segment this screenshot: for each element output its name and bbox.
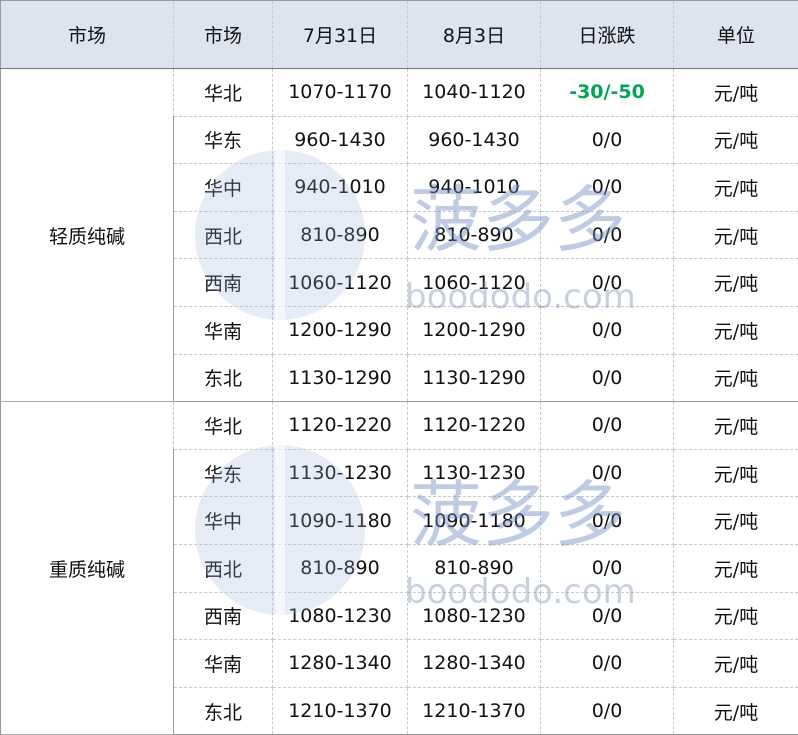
table-cell: 810-890	[272, 544, 408, 593]
header-cell: 单位	[673, 0, 798, 69]
table-cell: 元/吨	[673, 401, 798, 450]
table-cell: 元/吨	[673, 449, 798, 498]
table-cell: 0/0	[540, 116, 674, 165]
table-cell: 元/吨	[673, 258, 798, 307]
table-cell: 1060-1120	[407, 258, 541, 307]
table-cell: 1280-1340	[407, 639, 541, 688]
header-cell: 日涨跌	[540, 0, 674, 69]
table-cell: 华北	[173, 68, 273, 117]
table-row: 华东 1130-1230 1130-1230 0/0 元/吨	[1, 449, 798, 498]
table-cell: 0/0	[540, 496, 674, 545]
table-cell: 960-1430	[407, 116, 541, 165]
table-cell: 华北	[173, 401, 273, 450]
table-cell: 元/吨	[673, 306, 798, 355]
table-cell: 东北	[173, 687, 273, 735]
table-row: 华中 1090-1180 1090-1180 0/0 元/吨	[1, 496, 798, 545]
table-row: 西南 1060-1120 1060-1120 0/0 元/吨	[1, 258, 798, 307]
group-cell: 重质纯碱	[0, 401, 174, 735]
table-cell: 0/0	[540, 687, 674, 735]
table-cell: 0/0	[540, 354, 674, 403]
table-cell: 0/0	[540, 639, 674, 688]
table-row: 轻质纯碱 华北 1070-1170 1040-1120 -30/-50 元/吨	[0, 68, 798, 403]
table-cell: 810-890	[407, 211, 541, 260]
table-cell: 元/吨	[673, 687, 798, 735]
table-row: 西南 1080-1230 1080-1230 0/0 元/吨	[1, 592, 798, 641]
header-cell: 8月3日	[407, 0, 541, 69]
table-cell: 1120-1220	[407, 401, 541, 450]
table-cell: 1200-1290	[272, 306, 408, 355]
table-cell: 华中	[173, 163, 273, 212]
table-cell: 华东	[173, 116, 273, 165]
table-row: 华南 1200-1290 1200-1290 0/0 元/吨	[1, 306, 798, 355]
table-cell: 华中	[173, 496, 273, 545]
table-row: 西北 810-890 810-890 0/0 元/吨	[1, 211, 798, 260]
table-cell: 0/0	[540, 163, 674, 212]
table-cell: 元/吨	[673, 68, 798, 117]
table-cell: 1280-1340	[272, 639, 408, 688]
table-cell: 1130-1230	[407, 449, 541, 498]
table-cell: 西北	[173, 211, 273, 260]
table-cell: 东北	[173, 354, 273, 403]
table-cell: 华南	[173, 639, 273, 688]
table-cell: 1060-1120	[272, 258, 408, 307]
table-row: 华中 940-1010 940-1010 0/0 元/吨	[1, 163, 798, 212]
table-cell: 1120-1220	[272, 401, 408, 450]
table-cell: 1130-1230	[272, 449, 408, 498]
header-row: 市场 市场 7月31日 8月3日 日涨跌 单位	[0, 0, 798, 69]
table-cell: 1090-1180	[272, 496, 408, 545]
table-cell: 华东	[173, 449, 273, 498]
table-row: 西北 810-890 810-890 0/0 元/吨	[1, 544, 798, 593]
table-cell: -30/-50	[540, 68, 674, 117]
table-cell: 1080-1230	[272, 592, 408, 641]
header-cell: 市场	[173, 0, 273, 69]
table-row: 东北 1210-1370 1210-1370 0/0 元/吨	[1, 687, 798, 735]
table-cell: 1080-1230	[407, 592, 541, 641]
table-cell: 元/吨	[673, 496, 798, 545]
table-row: 华东 960-1430 960-1430 0/0 元/吨	[1, 116, 798, 165]
table-cell: 0/0	[540, 592, 674, 641]
table-row: 华南 1280-1340 1280-1340 0/0 元/吨	[1, 639, 798, 688]
table-cell: 元/吨	[673, 211, 798, 260]
table-body: 轻质纯碱 华北 1070-1170 1040-1120 -30/-50 元/吨 华东 960-…	[0, 68, 798, 735]
table-cell: 1130-1290	[407, 354, 541, 403]
table-cell: 0/0	[540, 306, 674, 355]
group-cell: 轻质纯碱	[0, 68, 174, 403]
table-cell: 0/0	[540, 401, 674, 450]
table-cell: 西南	[173, 592, 273, 641]
table-cell: 810-890	[407, 544, 541, 593]
table-cell: 元/吨	[673, 639, 798, 688]
table-cell: 0/0	[540, 449, 674, 498]
table-cell: 元/吨	[673, 163, 798, 212]
table-cell: 0/0	[540, 544, 674, 593]
table-cell: 960-1430	[272, 116, 408, 165]
table-cell: 1090-1180	[407, 496, 541, 545]
table-cell: 元/吨	[673, 592, 798, 641]
table-cell: 元/吨	[673, 544, 798, 593]
header-cell: 市场	[0, 0, 174, 69]
table-cell: 1210-1370	[407, 687, 541, 735]
table-cell: 810-890	[272, 211, 408, 260]
table-cell: 0/0	[540, 258, 674, 307]
table-cell: 1200-1290	[407, 306, 541, 355]
table-cell: 940-1010	[407, 163, 541, 212]
table-cell: 0/0	[540, 211, 674, 260]
table-cell: 西北	[173, 544, 273, 593]
table-row: 重质纯碱 华北 1120-1220 1120-1220 0/0 元/吨	[0, 401, 798, 735]
table-cell: 西南	[173, 258, 273, 307]
table-cell: 1130-1290	[272, 354, 408, 403]
table-cell: 1210-1370	[272, 687, 408, 735]
table-cell: 1040-1120	[407, 68, 541, 117]
table-cell: 1070-1170	[272, 68, 408, 117]
table-row: 东北 1130-1290 1130-1290 0/0 元/吨	[1, 354, 798, 403]
table-cell: 华南	[173, 306, 273, 355]
table-cell: 元/吨	[673, 354, 798, 403]
table-cell: 940-1010	[272, 163, 408, 212]
table-cell: 元/吨	[673, 116, 798, 165]
header-cell: 7月31日	[272, 0, 408, 69]
